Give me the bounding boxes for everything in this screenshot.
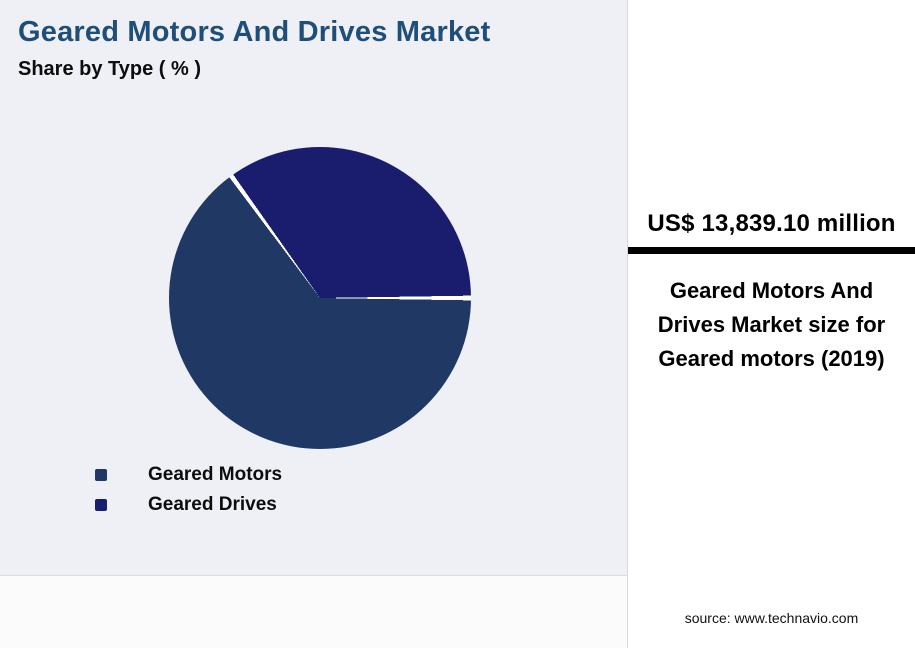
page-subtitle: Share by Type ( % )	[18, 58, 202, 80]
legend-label-geared-drives: Geared Drives	[148, 494, 277, 515]
page-title: Geared Motors And Drives Market	[18, 16, 491, 48]
chart-area: Geared Motors And Drives Market Share by…	[0, 0, 627, 648]
legend-label-geared-motors: Geared Motors	[148, 464, 283, 485]
pie-chart	[169, 147, 471, 449]
chart-legend: Geared Motors Geared Drives	[95, 460, 282, 520]
highlight-description: Geared Motors And Drives Market size for…	[657, 278, 886, 372]
legend-item-geared-drives: Geared Drives	[95, 490, 282, 520]
highlight-value: US$ 13,839.10 million	[647, 210, 896, 237]
bottom-strip	[0, 575, 627, 648]
source-attribution: source: www.technavio.com	[684, 610, 859, 626]
legend-swatch-geared-motors	[95, 469, 107, 481]
legend-item-geared-motors: Geared Motors	[95, 460, 282, 490]
highlight-panel: US$ 13,839.10 million Geared Motors And …	[627, 0, 915, 648]
divider-bar	[628, 247, 915, 254]
legend-swatch-geared-drives	[95, 499, 107, 511]
